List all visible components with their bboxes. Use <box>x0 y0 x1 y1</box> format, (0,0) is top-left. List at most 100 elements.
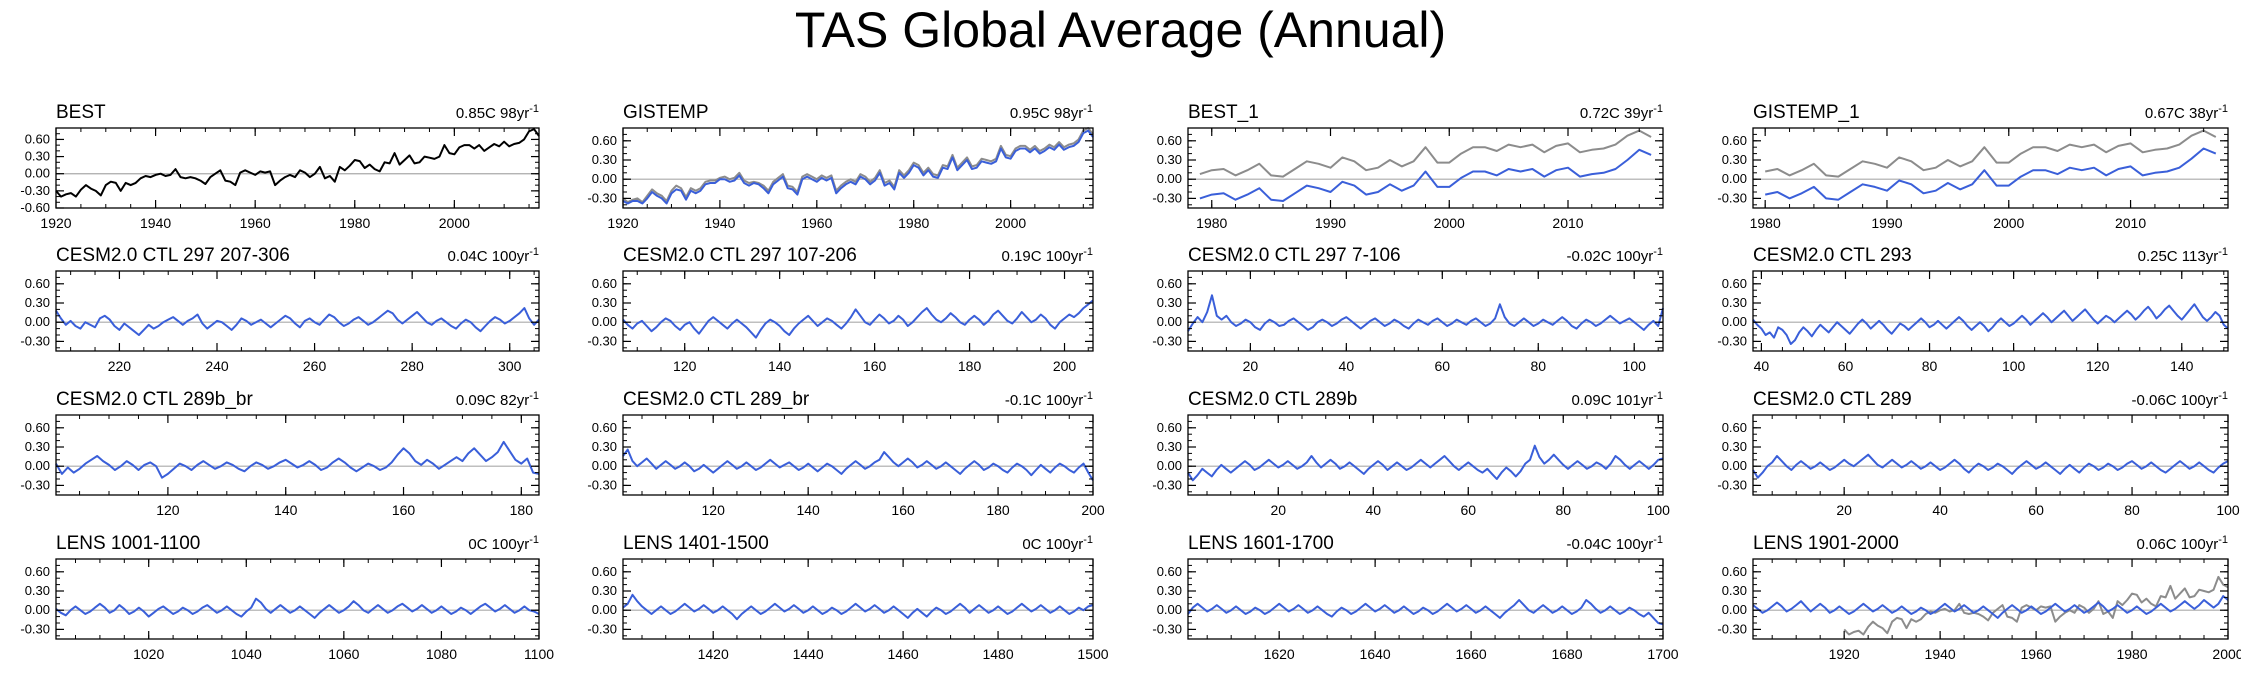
panel-title: CESM2.0 CTL 289b_br <box>56 389 253 410</box>
y-tick-label: 0.30 <box>25 295 50 310</box>
y-tick-label: 0.60 <box>1722 133 1747 148</box>
y-tick-label: -0.30 <box>20 621 50 636</box>
x-tick-label: 1990 <box>1871 215 1902 231</box>
series-line-blue <box>55 597 540 619</box>
x-tick-label: 200 <box>1081 502 1105 518</box>
panel-11: CESM2.0 CTL 289b 0.09C 101yr-1 20 40 60 80 100… <box>1152 389 1670 518</box>
plot-frame <box>622 127 1094 209</box>
y-tick-label: 0.30 <box>1157 583 1182 598</box>
plot-frame <box>1752 558 2229 640</box>
plot-frame <box>1187 270 1664 352</box>
panel-14: LENS 1401-1500 0C 100yr-1 1420 1440 1460 1480… <box>587 533 1108 662</box>
x-tick-label: 40 <box>1932 502 1948 518</box>
trend-label: 0.25C 113yr-1 <box>2138 246 2228 265</box>
y-tick-label: -0.30 <box>1717 333 1747 348</box>
series-line-blue <box>1187 444 1664 482</box>
y-tick-label: 0.60 <box>25 564 50 579</box>
series-line-blue <box>1752 303 2229 345</box>
panel-title: LENS 1001-1100 <box>56 533 200 554</box>
panel-8: CESM2.0 CTL 293 0.25C 113yr-1 40 60 80 100 120… <box>1717 245 2229 374</box>
plot-frame <box>55 127 540 209</box>
x-tick-label: 1480 <box>982 646 1013 662</box>
x-tick-label: 20 <box>1243 358 1259 374</box>
series-line-blue <box>622 129 1094 205</box>
x-tick-label: 140 <box>274 502 298 518</box>
y-tick-label: -0.30 <box>587 190 617 205</box>
trend-label: 0C 100yr-1 <box>1022 534 1093 553</box>
x-tick-label: 140 <box>768 358 792 374</box>
x-tick-label: 1660 <box>1456 646 1487 662</box>
x-tick-label: 40 <box>1754 358 1770 374</box>
x-tick-label: 40 <box>1339 358 1355 374</box>
trend-label: -0.1C 100yr-1 <box>1005 390 1093 409</box>
x-tick-label: 300 <box>498 358 522 374</box>
panel-title: LENS 1601-1700 <box>1188 533 1334 554</box>
y-tick-label: 0.30 <box>1157 152 1182 167</box>
x-tick-label: 80 <box>1555 502 1571 518</box>
panel-5: CESM2.0 CTL 297 207-306 0.04C 100yr-1 220 2… <box>20 245 540 374</box>
y-tick-label: 0.60 <box>25 276 50 291</box>
y-tick-label: -0.30 <box>1717 621 1747 636</box>
y-tick-label: 0.00 <box>592 458 617 473</box>
series-line-blue <box>1752 453 2229 479</box>
x-tick-label: 160 <box>863 358 887 374</box>
x-tick-label: 1990 <box>1315 215 1346 231</box>
series-line-blue <box>1764 147 2217 201</box>
y-tick-label: 0.30 <box>25 439 50 454</box>
y-tick-label: 0.30 <box>592 439 617 454</box>
series-line-gray <box>622 127 1094 204</box>
x-tick-label: 1640 <box>1360 646 1391 662</box>
trend-label: 0.72C 39yr-1 <box>1580 103 1663 122</box>
y-tick-label: 0.00 <box>1157 602 1182 617</box>
x-tick-label: 1960 <box>240 215 271 231</box>
x-tick-label: 80 <box>1530 358 1546 374</box>
series-line-blue <box>622 299 1094 339</box>
panel-title: CESM2.0 CTL 289_br <box>623 389 810 410</box>
chart-title: TAS Global Average (Annual) <box>794 2 1447 58</box>
plot-frame <box>1187 414 1664 496</box>
panel-3: BEST_1 0.72C 39yr-1 1980 1990 2000 2010 -0.30 0… <box>1152 102 1664 231</box>
y-tick-label: 0.00 <box>1157 171 1182 186</box>
x-tick-label: 1980 <box>1750 215 1781 231</box>
plot-frame <box>1752 127 2229 209</box>
y-tick-label: 0.30 <box>1722 295 1747 310</box>
y-tick-label: 0.00 <box>1157 458 1182 473</box>
y-tick-label: 0.00 <box>25 458 50 473</box>
plot-frame <box>55 414 540 496</box>
x-tick-label: 1460 <box>888 646 919 662</box>
x-tick-label: 1980 <box>1196 215 1227 231</box>
y-tick-label: 0.00 <box>1157 314 1182 329</box>
y-tick-label: 0.60 <box>25 420 50 435</box>
x-tick-label: 20 <box>1836 502 1852 518</box>
y-tick-label: -0.30 <box>1152 477 1182 492</box>
y-tick-label: 0.30 <box>592 295 617 310</box>
series-line-gray <box>1199 129 1652 178</box>
plot-frame <box>622 558 1094 640</box>
x-tick-label: 1940 <box>140 215 171 231</box>
trend-label: 0.95C 98yr-1 <box>1010 103 1093 122</box>
y-tick-label: -0.30 <box>1152 333 1182 348</box>
x-tick-label: 1980 <box>339 215 370 231</box>
x-tick-label: 260 <box>303 358 327 374</box>
x-tick-label: 1980 <box>898 215 929 231</box>
x-tick-label: 120 <box>673 358 697 374</box>
x-tick-label: 1980 <box>2116 646 2147 662</box>
y-tick-label: 0.30 <box>592 152 617 167</box>
y-tick-label: 0.00 <box>592 171 617 186</box>
x-tick-label: 2000 <box>1993 215 2024 231</box>
series-line-blue <box>55 440 540 479</box>
y-tick-label: 0.00 <box>1722 602 1747 617</box>
x-tick-label: 2010 <box>2115 215 2146 231</box>
panel-2: GISTEMP 0.95C 98yr-1 1920 1940 1960 1980 2000 -… <box>587 102 1094 231</box>
x-tick-label: 1700 <box>1647 646 1678 662</box>
y-tick-label: -0.30 <box>1717 190 1747 205</box>
x-tick-label: 200 <box>1053 358 1077 374</box>
plot-frame <box>55 558 540 640</box>
y-tick-label: -0.30 <box>587 621 617 636</box>
y-tick-label: 0.30 <box>592 583 617 598</box>
x-tick-label: 240 <box>205 358 229 374</box>
x-tick-label: 1920 <box>607 215 638 231</box>
x-tick-label: 140 <box>796 502 820 518</box>
panel-16: LENS 1901-2000 0.06C 100yr-1 1920 1940 1960 1… <box>1717 533 2241 662</box>
y-tick-label: 0.60 <box>592 564 617 579</box>
